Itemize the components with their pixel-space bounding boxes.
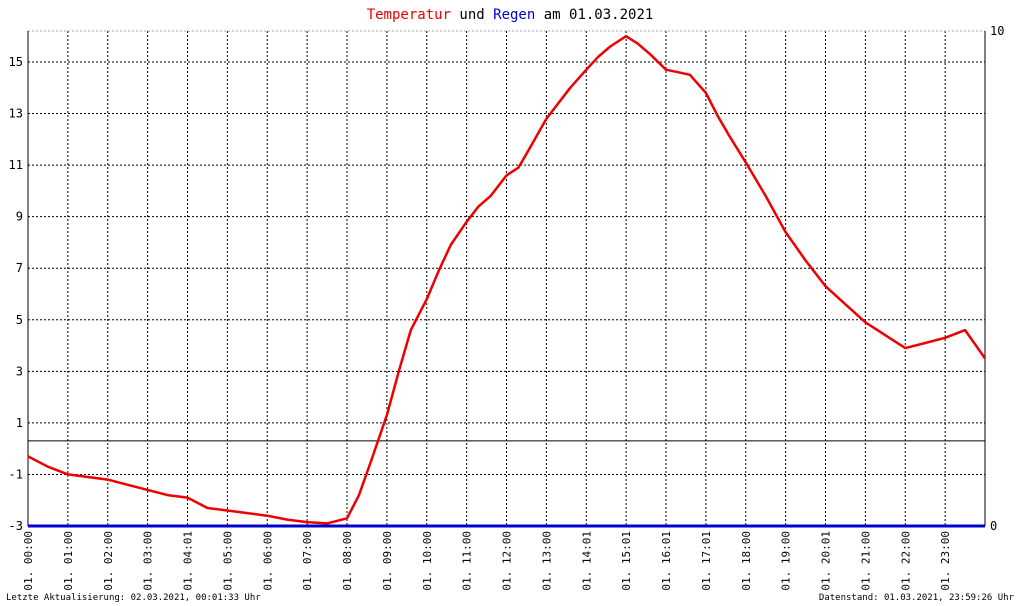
x-tick-label: 01. 01:00 bbox=[62, 531, 75, 591]
x-tick-label: 01. 10:00 bbox=[421, 531, 434, 591]
x-tick-label: 01. 15:01 bbox=[620, 531, 633, 591]
x-tick-label: 01. 19:00 bbox=[780, 531, 793, 591]
chart-title: Temperatur und Regen am 01.03.2021 bbox=[367, 7, 654, 23]
x-tick-label: 01. 18:00 bbox=[740, 531, 753, 591]
x-tick-label: 01. 20:01 bbox=[820, 531, 833, 591]
x-tick-label: 01. 07:00 bbox=[301, 531, 314, 591]
x-tick-label: 01. 05:00 bbox=[221, 531, 234, 591]
x-tick-labels: 01. 00:00 01. 01:00 01. 02:00 01. 03:00 01. … bbox=[22, 531, 952, 591]
temperature-series-line bbox=[27, 34, 987, 525]
x-tick-label: 01. 11:00 bbox=[461, 531, 474, 591]
y-tick-label: 7 bbox=[16, 261, 23, 275]
y-tick-label: 3 bbox=[16, 364, 23, 378]
x-tick-label: 01. 12:00 bbox=[501, 531, 514, 591]
x-tick-label: 01. 23:00 bbox=[939, 531, 952, 591]
x-tick-label: 01. 08:00 bbox=[341, 531, 354, 591]
x-tick-label: 01. 17:01 bbox=[700, 531, 713, 591]
data-status-text: Datenstand: 01.03.2021, 23:59:26 Uhr bbox=[818, 593, 1014, 603]
x-tick-label: 01. 06:00 bbox=[261, 531, 274, 591]
series-group bbox=[27, 34, 987, 528]
title-temperature: Temperatur bbox=[367, 7, 451, 23]
y-tick-label: -3 bbox=[9, 519, 23, 533]
y-tick-label: 9 bbox=[16, 210, 23, 224]
y-tick-label: 11 bbox=[9, 158, 23, 172]
title-date: am 01.03.2021 bbox=[535, 7, 653, 23]
x-tick-label: 01. 13:00 bbox=[540, 531, 553, 591]
x-tick-label: 01. 00:00 bbox=[22, 531, 35, 591]
x-tick-label: 01. 22:00 bbox=[899, 531, 912, 591]
x-tick-label: 01. 03:00 bbox=[142, 531, 155, 591]
y-tick-label: 5 bbox=[16, 313, 23, 327]
x-tick-label: 01. 04:01 bbox=[182, 531, 195, 591]
y-tick-label: -1 bbox=[9, 467, 23, 481]
title-regen: Regen bbox=[493, 7, 535, 23]
y-right-tick-label: 10 bbox=[990, 24, 1004, 38]
x-tick-label: 01. 21:00 bbox=[859, 531, 872, 591]
y-tick-label: 1 bbox=[16, 416, 23, 430]
title-und: und bbox=[451, 7, 493, 23]
y-right-tick-label: 0 bbox=[990, 519, 997, 533]
last-update-text: Letzte Aktualisierung: 02.03.2021, 00:01… bbox=[6, 593, 261, 603]
y-tick-label: 15 bbox=[9, 55, 23, 69]
x-tick-label: 01. 14:01 bbox=[580, 531, 593, 591]
y-tick-labels: 15 13 11 9 7 5 3 1 -1 -3 bbox=[9, 55, 23, 533]
y-right-tick-labels: 10 0 bbox=[990, 24, 1004, 533]
y-tick-label: 13 bbox=[9, 107, 23, 121]
x-tick-label: 01. 09:00 bbox=[381, 531, 394, 591]
x-tick-label: 01. 02:00 bbox=[102, 531, 115, 591]
grid bbox=[28, 30, 985, 526]
x-tick-label: 01. 16:01 bbox=[660, 531, 673, 591]
